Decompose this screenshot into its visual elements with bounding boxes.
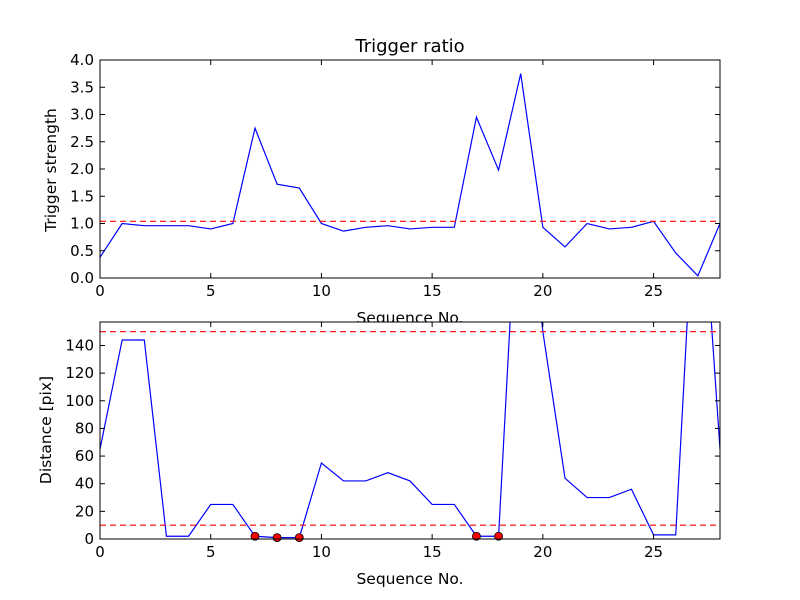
chart-title: Trigger ratio [354,36,464,57]
x-tick-label: 25 [644,282,663,300]
y-tick-label: 3.5 [70,78,94,96]
x-tick-label: 25 [644,543,663,561]
x-tick-label: 10 [312,282,331,300]
distance-marker-group [250,531,503,543]
x-tick-label: 15 [423,543,442,561]
y-tick-label: 0.0 [70,269,94,287]
plot-frame [99,59,721,279]
y-tick-label: 60 [75,447,94,465]
x-tick-label: 20 [533,543,552,561]
data-point-marker [272,533,282,543]
y-tick-label: 4.0 [70,51,94,69]
y-tick-label: 0.5 [70,242,94,260]
y-axis-label: Trigger strength [42,108,60,233]
y-tick-label: 40 [75,475,94,493]
data-point-marker [294,533,304,543]
y-tick-label: 140 [65,336,94,354]
y-tick-label: 2.0 [70,160,94,178]
series-line [100,322,720,539]
distance-series-group [100,322,720,539]
distance-threshold-group [100,331,720,526]
y-tick-label: 1.5 [70,187,94,205]
y-tick-label: 100 [65,392,94,410]
data-point-marker [472,531,481,541]
y-tick-label: 80 [75,419,94,437]
y-tick-label: 120 [65,364,94,382]
plot-background [100,322,720,539]
x-tick-label: 10 [312,543,331,561]
trigger-ratio-subplot: Trigger ratio 0 5 10 15 20 25 0.0 0.5 1.0 1.5 2.0… [42,36,721,327]
x-tick-label: 20 [533,282,552,300]
x-tick-label: 5 [206,543,216,561]
x-tick-label: 0 [95,282,105,300]
trigger-series-group [100,73,720,277]
series-line [100,73,720,277]
y-tick-label: 1.0 [70,215,94,233]
x-ticks: 0 5 10 15 20 25 [95,322,663,561]
data-point-marker [250,531,260,541]
y-ticks: 0.0 0.5 1.0 1.5 2.0 2.5 3.0 3.5 4.0 [70,51,720,287]
x-axis-label: Sequence No. [356,570,463,588]
data-point-marker [494,531,503,541]
x-tick-label: 15 [423,282,442,300]
y-tick-label: 3.0 [70,106,94,124]
y-tick-label: 2.5 [70,133,94,151]
x-ticks: 0 5 10 15 20 25 [95,60,663,300]
x-tick-label: 0 [95,543,105,561]
distance-subplot: 0 5 10 15 20 25 0 20 40 60 80 100 120 140 Sequence N… [37,321,721,588]
x-tick-label: 5 [206,282,216,300]
y-tick-label: 20 [75,502,94,520]
plot-frame [99,321,721,540]
y-ticks: 0 20 40 60 80 100 120 140 [65,336,720,548]
y-axis-label: Distance [pix] [37,376,55,484]
y-tick-label: 0 [84,530,94,548]
